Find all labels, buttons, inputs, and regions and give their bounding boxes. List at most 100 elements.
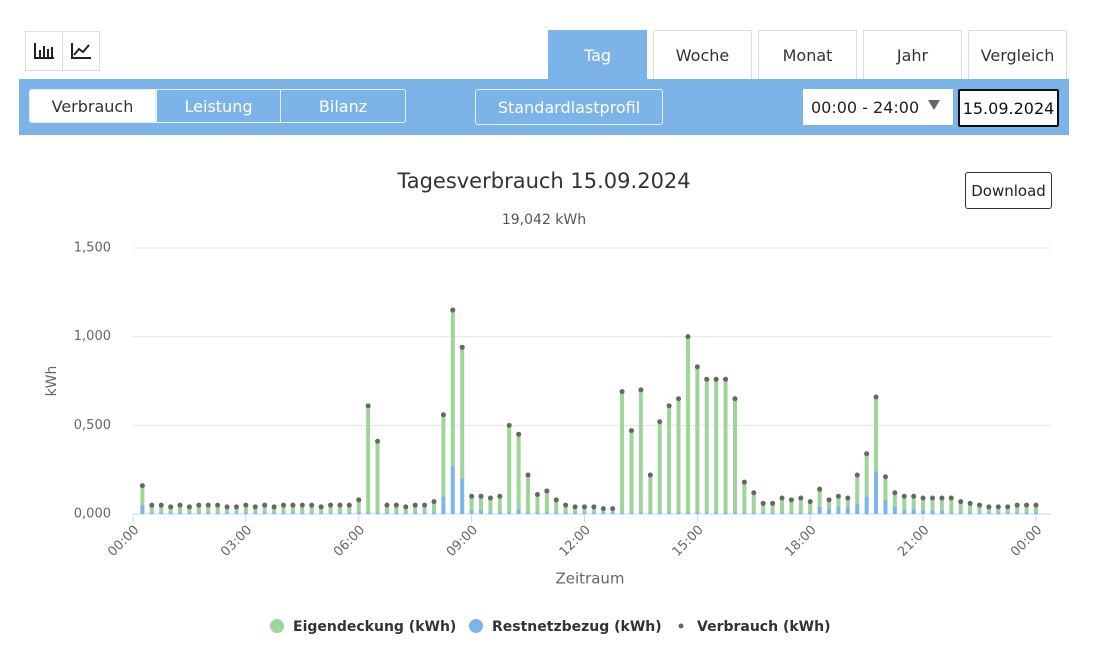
x-tick-label: 00:00 xyxy=(105,523,142,560)
tab[interactable]: Vergleich xyxy=(968,30,1067,79)
bar-segment xyxy=(159,505,164,513)
bar-segment xyxy=(196,505,201,513)
profile-button[interactable]: Standardlastprofil xyxy=(475,89,663,125)
point xyxy=(751,490,757,496)
bar-segment xyxy=(911,508,916,514)
point xyxy=(760,500,766,506)
mode-button[interactable]: Leistung xyxy=(156,89,281,123)
bar-segment xyxy=(178,512,183,514)
x-tick-label: 03:00 xyxy=(218,523,255,560)
bar-segment xyxy=(1033,505,1038,513)
mode-button[interactable]: Verbrauch xyxy=(29,89,156,123)
point xyxy=(591,504,597,510)
bar-segment xyxy=(620,512,625,514)
point xyxy=(205,502,211,508)
date-input[interactable]: 15.09.2024 xyxy=(958,89,1059,127)
x-tick-label: 06:00 xyxy=(331,523,368,560)
bar-segment xyxy=(582,512,587,514)
bar-segment xyxy=(563,505,568,513)
point xyxy=(638,387,644,393)
point xyxy=(929,495,935,501)
bar-segment xyxy=(469,496,474,511)
tab[interactable]: Tag xyxy=(548,30,647,79)
bar-segment xyxy=(770,512,775,514)
download-button[interactable]: Download xyxy=(965,172,1052,209)
bar-segment xyxy=(902,496,907,511)
time-range-select[interactable]: 00:00 - 24:00 xyxy=(803,89,953,125)
tab[interactable]: Woche xyxy=(653,30,752,79)
bar-segment xyxy=(366,405,371,513)
tab[interactable]: Monat xyxy=(758,30,857,79)
point xyxy=(412,502,418,508)
tab[interactable]: Jahr xyxy=(863,30,962,79)
bar-segment xyxy=(1005,506,1010,513)
bar-segment xyxy=(422,505,427,513)
bar-segment xyxy=(319,506,324,513)
bar-segment xyxy=(563,512,568,514)
legend-label: Restnetzbezug (kWh) xyxy=(492,619,662,635)
bar-segment xyxy=(1033,512,1038,514)
x-tick-label: 09:00 xyxy=(444,523,481,560)
point xyxy=(337,502,343,508)
chart-subtitle: 19,042 kWh xyxy=(502,212,586,228)
bar-segment xyxy=(554,499,559,513)
bar-segment xyxy=(591,506,596,513)
bar-segment xyxy=(986,512,991,514)
bar-segment xyxy=(1005,512,1010,514)
bar-segment xyxy=(384,512,389,514)
point xyxy=(346,502,352,508)
bar-segment xyxy=(225,512,230,514)
bar-segment xyxy=(281,512,286,514)
bar-segment xyxy=(535,494,540,513)
bar-segment xyxy=(808,501,813,513)
point xyxy=(158,502,164,508)
bar-segment xyxy=(347,512,352,514)
x-axis-label: Zeitraum xyxy=(555,570,624,588)
bar-segment xyxy=(958,512,963,514)
point xyxy=(713,376,719,382)
bar-segment xyxy=(1024,505,1029,513)
point xyxy=(393,502,399,508)
bar-segment xyxy=(206,512,211,514)
point xyxy=(948,495,954,501)
bar-segment xyxy=(394,505,399,513)
bar-segment xyxy=(827,499,832,509)
point xyxy=(459,344,465,350)
bar-segment xyxy=(272,506,277,513)
bar-chart-icon-button[interactable] xyxy=(25,31,63,71)
bar-segment xyxy=(507,425,512,513)
bar-segment xyxy=(253,506,258,513)
point xyxy=(516,431,522,437)
bar-segment xyxy=(685,336,690,513)
line-chart-icon-button[interactable] xyxy=(62,31,100,71)
bar-segment xyxy=(178,505,183,513)
bar-segment xyxy=(704,512,709,514)
point xyxy=(892,490,898,496)
bar-segment xyxy=(290,505,295,513)
point xyxy=(854,472,860,478)
bar-segment xyxy=(347,505,352,513)
bar-segment xyxy=(968,503,973,513)
point xyxy=(375,438,381,444)
bar-segment xyxy=(413,512,418,514)
point xyxy=(262,502,268,508)
bar-segment xyxy=(225,506,230,513)
bar-segment xyxy=(911,496,916,509)
point xyxy=(450,307,456,313)
bar-segment xyxy=(262,512,267,514)
bar-segment xyxy=(657,512,662,514)
x-tick-label: 21:00 xyxy=(895,523,932,560)
point xyxy=(619,389,625,395)
bar-segment xyxy=(883,476,888,500)
bar-segment xyxy=(337,505,342,513)
bar-segment xyxy=(930,510,935,514)
point xyxy=(403,504,409,510)
mode-button[interactable]: Bilanz xyxy=(280,89,406,123)
point xyxy=(911,493,917,499)
point xyxy=(497,493,503,499)
legend-label: Verbrauch (kWh) xyxy=(697,619,830,635)
point xyxy=(817,486,823,492)
bar-segment xyxy=(290,512,295,514)
bar-segment xyxy=(507,512,512,514)
